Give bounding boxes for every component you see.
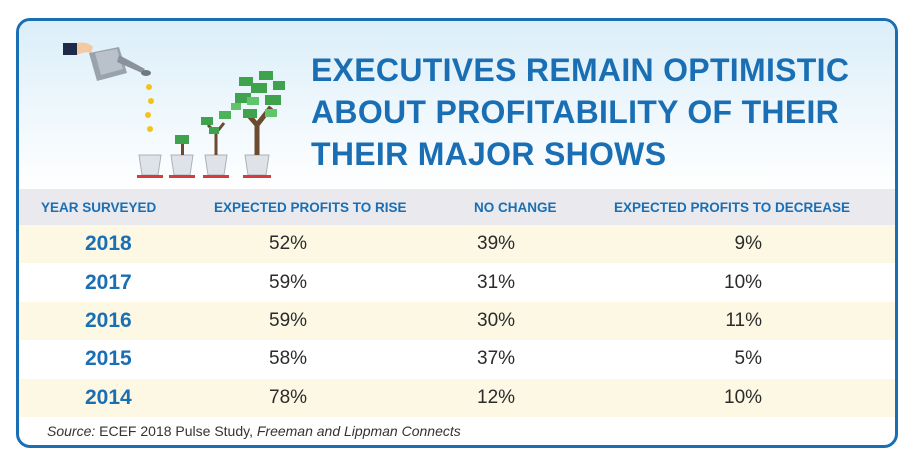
cell-year: 2014 (85, 385, 132, 409)
cell-decrease: 9% (734, 233, 762, 255)
cell-decrease: 10% (724, 271, 763, 293)
table-row: 2015 58% 37% 5% (19, 340, 895, 378)
source-org: Freeman and Lippman Connects (256, 423, 461, 439)
column-header-rise: EXPECTED PROFITS TO RISE (214, 199, 407, 215)
source-prefix: Source: (47, 423, 96, 439)
watering-can-money-tree-icon (63, 42, 285, 178)
column-header-year: YEAR SURVEYED (41, 199, 157, 215)
table-row: 2016 59% 30% 11% (19, 301, 895, 341)
cell-decrease: 5% (734, 348, 762, 370)
cell-rise: 58% (269, 348, 308, 370)
infographic-card: EXECUTIVES REMAIN OPTIMISTIC ABOUT PROFI… (16, 18, 898, 448)
cell-year: 2018 (85, 232, 132, 256)
column-header-no-change: NO CHANGE (474, 199, 557, 215)
data-table: YEAR SURVEYED EXPECTED PROFITS TO RISE N… (19, 189, 895, 417)
cell-year: 2015 (85, 347, 132, 371)
cell-rise: 59% (269, 271, 308, 293)
title-line-1: EXECUTIVES REMAIN OPTIMISTIC (311, 52, 850, 88)
cell-decrease: 10% (724, 386, 763, 408)
cell-no-change: 31% (477, 271, 516, 293)
cell-rise: 78% (269, 386, 308, 408)
page-title: EXECUTIVES REMAIN OPTIMISTIC ABOUT PROFI… (311, 49, 881, 175)
source-study: ECEF 2018 Pulse Study, (99, 423, 253, 439)
table-header-row: YEAR SURVEYED EXPECTED PROFITS TO RISE N… (19, 189, 895, 225)
source-note: Source: ECEF 2018 Pulse Study, Freeman a… (47, 423, 461, 439)
header-band: EXECUTIVES REMAIN OPTIMISTIC ABOUT PROFI… (19, 21, 895, 189)
title-line-2: ABOUT PROFITABILITY OF THEIR (311, 94, 840, 130)
column-header-decrease: EXPECTED PROFITS TO DECREASE (614, 199, 851, 215)
table-row: 2018 52% 39% 9% (19, 225, 895, 264)
cell-rise: 59% (269, 309, 308, 331)
cell-no-change: 12% (477, 386, 516, 408)
cell-year: 2016 (85, 308, 132, 332)
cell-no-change: 39% (477, 233, 516, 255)
cell-no-change: 37% (477, 348, 516, 370)
cell-year: 2017 (85, 270, 132, 294)
table-row: 2017 59% 31% 10% (19, 263, 895, 301)
cell-decrease: 11% (725, 309, 762, 331)
cell-no-change: 30% (477, 309, 516, 331)
title-line-3: THEIR MAJOR SHOWS (311, 136, 667, 172)
cell-rise: 52% (269, 233, 308, 255)
table-row: 2014 78% 12% 10% (19, 378, 895, 417)
